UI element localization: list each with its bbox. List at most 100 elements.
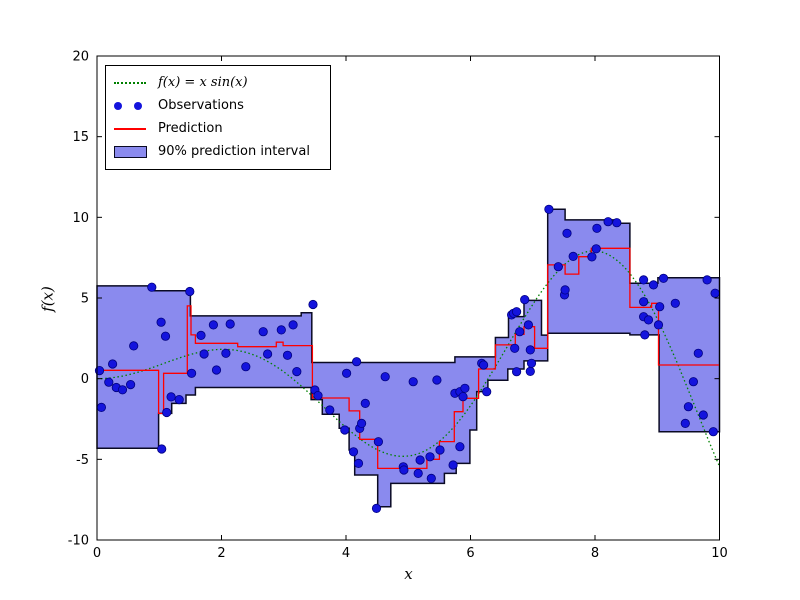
legend-entry-true-function: f(x) = x sin(x) [114,71,322,94]
dot-icon [114,101,122,110]
y-tick-label: 0 [81,372,89,387]
observation-point [160,331,171,341]
observation-point [104,377,114,387]
observation-point [688,377,699,387]
observation-point [157,444,167,454]
observation-point [591,244,601,254]
observation-point [313,390,323,401]
observation-point [353,458,364,468]
x-tick-label: 10 [711,546,728,561]
observation-point [511,307,522,317]
prediction-interval-band [96,208,721,508]
observation-point [525,345,535,355]
observation-point [638,297,649,307]
legend-entry-prediction: Prediction [114,117,322,140]
patch-marker [114,145,158,158]
observation-point [325,405,335,415]
observation-point [208,320,218,330]
observation-point [710,288,720,298]
observation-point [544,204,554,214]
line-marker [114,127,158,130]
observation-point [562,228,572,238]
observation-point [174,394,184,405]
observation-point [460,383,470,393]
y-tick-label: 5 [81,292,89,307]
x-tick-label: 2 [217,546,225,561]
prediction-line [97,247,720,470]
observation-point [262,349,273,359]
observation-point [587,252,597,262]
observation-point [126,379,136,390]
line-icon [114,127,146,130]
observation-point [638,275,649,285]
observation-point [211,365,222,375]
observation-point [399,465,409,475]
observation-point [241,362,251,372]
observation-point [458,392,468,402]
observation-point [187,368,197,378]
observation-point [592,223,602,233]
legend-label-observations: Observations [158,98,244,113]
observation-point [292,366,302,377]
dots-marker [114,101,158,110]
observation-point [258,327,268,337]
observation-point [371,503,382,513]
x-tick-label: 4 [342,546,350,561]
observation-point [221,348,231,358]
legend-label-interval: 90% prediction interval [158,144,310,159]
x-tick-label: 6 [466,546,474,561]
y-tick-label: -10 [68,534,89,549]
legend-entry-observations: Observations [114,94,322,117]
observation-point [525,366,535,376]
y-axis-label: f(x) [38,286,57,312]
observation-point [360,398,370,408]
legend-label-true-function: f(x) = x sin(x) [158,75,248,90]
observation-point [199,349,209,359]
observation-point [117,385,128,395]
y-tick-label: -5 [76,453,89,468]
observation-point [96,402,107,412]
observation-point [408,377,418,387]
x-tick-label: 0 [93,546,101,561]
observation-point [282,350,293,360]
observation-point [448,460,458,470]
y-tick-label: 20 [72,50,89,65]
observation-point [351,357,362,367]
observation-point [526,358,537,368]
observation-point [683,402,694,412]
observation-point [425,452,435,462]
observation-point [276,325,286,335]
observation-point [478,360,489,370]
observation-point [693,348,703,358]
observation-point [553,262,563,272]
observation-point [698,410,708,420]
patch-icon [114,145,147,158]
observation-point [288,320,298,330]
y-tick-label: 15 [72,130,89,145]
y-tick-label: 10 [72,211,89,226]
observation-point [702,275,712,285]
observation-point [147,282,157,292]
legend: f(x) = x sin(x) Observations Prediction … [105,65,331,170]
observation-point [655,302,665,312]
x-tick-label: 8 [591,546,599,561]
observation-point [670,298,680,308]
observation-point [348,447,359,457]
observation-point [356,418,367,428]
observation-point [455,442,465,452]
observation-point [640,330,650,340]
observation-point [435,445,445,455]
observation-point [225,319,235,329]
observation-point [511,367,522,377]
observation-point [373,437,383,447]
observation-point [129,341,139,351]
observation-point [166,392,176,402]
observation-point [341,368,352,378]
observation-point [643,315,654,325]
observation-point [520,294,530,305]
observation-point [432,375,442,385]
observation-point [308,299,318,310]
observation-point [653,320,664,330]
observation-point [108,359,118,369]
